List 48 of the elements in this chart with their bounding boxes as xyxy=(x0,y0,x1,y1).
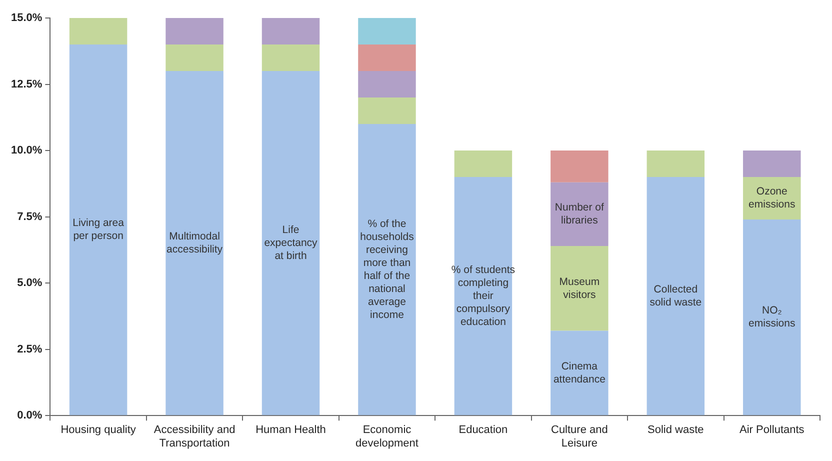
bar xyxy=(166,71,224,416)
x-tick-label: Accessibility and Transportation xyxy=(154,424,236,450)
y-tick-label: 0.0% xyxy=(17,410,42,422)
y-tick-label: 10.0% xyxy=(10,144,42,157)
bar xyxy=(262,18,320,45)
x-tick-label: Human Health xyxy=(256,424,326,436)
data-label: Number of libraries xyxy=(554,202,604,227)
y-tick-label: 12.5% xyxy=(10,78,42,90)
x-tick-label: Housing quality xyxy=(60,424,136,436)
bar xyxy=(358,71,416,98)
bar xyxy=(646,150,705,178)
x-tick-label: Solid waste xyxy=(648,424,704,436)
bar xyxy=(743,219,801,416)
data-label: Life expectancy at birth xyxy=(264,224,318,262)
bar xyxy=(166,18,224,45)
bar xyxy=(262,71,320,416)
data-label: Collected solid waste xyxy=(650,283,702,308)
bar xyxy=(454,150,512,178)
bar xyxy=(166,44,224,72)
x-tick-label: Economic development xyxy=(355,424,418,450)
y-tick-label: 5.0% xyxy=(17,277,42,290)
data-label: % of the households receiving more than half of the national average income xyxy=(360,218,414,321)
x-tick-label: Air Pollutants xyxy=(739,424,805,436)
x-tick-label: Culture and Leisure xyxy=(550,424,608,450)
data-label: Museum visitors xyxy=(559,276,600,301)
bar xyxy=(358,124,416,416)
bar xyxy=(743,150,801,178)
bar xyxy=(646,177,705,416)
y-tick-label: 15.0% xyxy=(10,12,42,24)
data-label: % of students completing their compulsory education xyxy=(451,264,516,328)
y-tick-label: 2.5% xyxy=(17,343,42,356)
data-label: Living area per person xyxy=(72,217,124,242)
bar xyxy=(69,18,128,45)
bar xyxy=(358,98,416,124)
bar xyxy=(262,44,320,72)
bar xyxy=(550,150,608,182)
data-label: NO₂ emissions xyxy=(748,304,796,330)
bar xyxy=(69,44,128,416)
data-label: Multimodal accessibility xyxy=(166,230,224,256)
x-tick-label: Education xyxy=(458,424,508,436)
data-label: Cinema attendance xyxy=(553,360,606,386)
bar xyxy=(358,44,416,72)
y-tick-label: 7.5% xyxy=(17,210,42,223)
bar xyxy=(550,246,608,331)
bar xyxy=(550,182,608,246)
data-label: Ozone emissions xyxy=(748,186,796,211)
bar xyxy=(358,18,416,45)
bar xyxy=(550,330,608,416)
